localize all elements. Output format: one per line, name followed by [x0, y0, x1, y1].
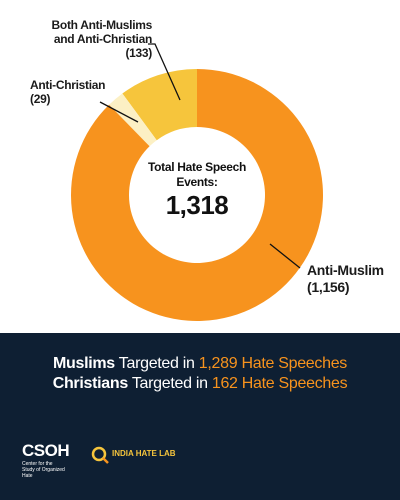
category-label: Both Anti-Muslims and Anti-Christian	[51, 18, 153, 46]
footer-line: Christians Targeted in 162 Hate Speeches	[0, 375, 400, 393]
slice	[71, 69, 323, 321]
footer-line: Muslims Targeted in 1,289 Hate Speeches	[0, 355, 400, 373]
donut-chart	[71, 43, 323, 321]
slice-label: Anti-Christian (29)	[30, 78, 110, 106]
value-label: (29)	[30, 92, 51, 106]
logo-text: INDIA HATE LAB	[112, 449, 176, 458]
slice	[122, 69, 197, 141]
group: Christians	[52, 375, 129, 392]
leader-line	[99, 101, 139, 123]
ihl-icon	[91, 446, 109, 464]
center-title: Total Hate Speech Events:	[147, 160, 247, 189]
slice-label: Anti-Muslim (1,156)	[307, 262, 384, 296]
group: Muslims	[52, 355, 115, 372]
highlight: 162 Hate Speeches	[211, 375, 348, 392]
value-label: (1,156)	[307, 279, 350, 295]
category-label: Anti-Muslim	[307, 262, 384, 278]
verb: Targeted in	[131, 375, 208, 392]
footer: Muslims Targeted in 1,289 Hate Speeches …	[0, 333, 400, 500]
center-label: Total Hate Speech Events: 1,318	[137, 160, 257, 220]
logo-text: CSOH	[22, 441, 70, 460]
csoh-logo: CSOH Center for the Study of Organized H…	[22, 441, 70, 479]
leader-line	[148, 43, 181, 101]
center-total: 1,318	[165, 190, 229, 220]
category-label: Anti-Christian	[30, 78, 106, 92]
highlight: 1,289 Hate Speeches	[198, 355, 348, 372]
verb: Targeted in	[118, 355, 195, 372]
logo-subtext: Center for the Study of Organized Hate	[22, 461, 65, 479]
value-label: (133)	[125, 46, 152, 60]
slice-label: Both Anti-Muslims and Anti-Christian (13…	[42, 18, 153, 60]
leader-line	[269, 243, 301, 269]
